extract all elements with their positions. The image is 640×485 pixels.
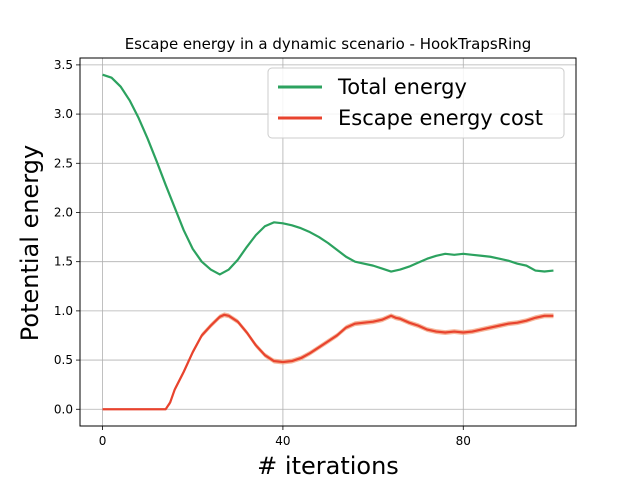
y-tick-label: 3.5: [54, 58, 73, 72]
x-tick-label: 80: [456, 434, 471, 448]
y-axis-label: Potential energy: [16, 145, 44, 341]
legend: Total energy Escape energy cost: [267, 67, 565, 139]
y-tick-label: 3.0: [54, 107, 73, 121]
y-tick-label: 1.5: [54, 255, 73, 269]
series-band-escape-energy-cost: [102, 312, 554, 410]
chart-title: Escape energy in a dynamic scenario - Ho…: [125, 35, 532, 53]
x-tick-label: 0: [99, 434, 107, 448]
y-tick-label: 1.0: [54, 304, 73, 318]
x-axis-label: # iterations: [257, 452, 399, 480]
y-tick-label: 2.0: [54, 205, 73, 219]
y-ticks-layer: 0.0 0.5 1.0 1.5 2.0 2.5 3.0 3.5: [54, 58, 80, 416]
legend-label-total-energy: Total energy: [337, 75, 467, 99]
legend-label-escape-energy-cost: Escape energy cost: [338, 106, 543, 130]
x-ticks-layer: 0 40 80: [99, 426, 471, 448]
series-line-total-energy: [102, 73, 554, 276]
y-tick-label: 0.5: [54, 353, 73, 367]
x-tick-label: 40: [275, 434, 290, 448]
series-line-escape-energy-cost: [102, 313, 554, 411]
y-tick-label: 2.5: [54, 156, 73, 170]
series-layer: [102, 73, 554, 411]
y-tick-label: 0.0: [54, 402, 73, 416]
plot-frame: [79, 57, 577, 427]
legend-box: [267, 67, 565, 139]
